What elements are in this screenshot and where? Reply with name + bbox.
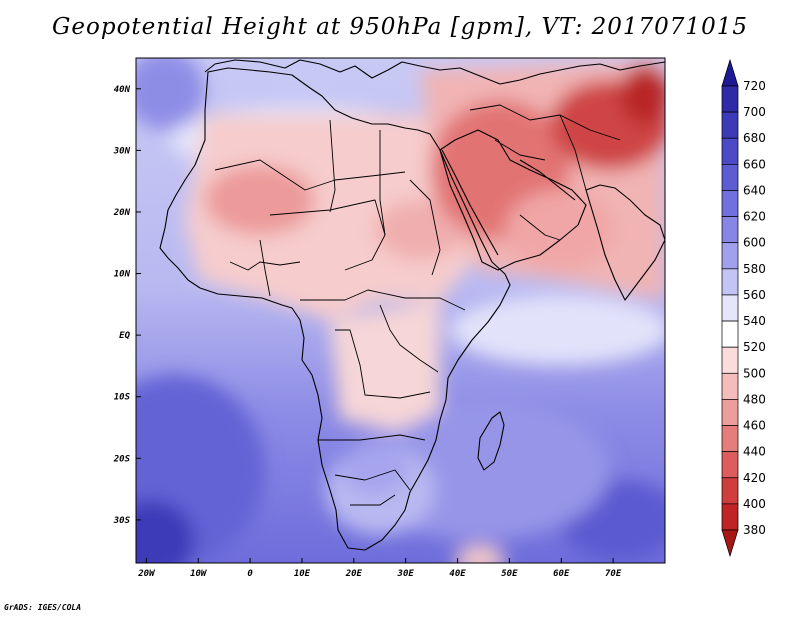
map-title: Geopotential Height at 950hPa [gpm], VT:… bbox=[52, 14, 748, 40]
lat-tick-label: 40N bbox=[114, 85, 131, 95]
colorbar-label: 560 bbox=[743, 288, 766, 302]
lat-tick-label: 20N bbox=[113, 208, 131, 218]
colorbar-label: 580 bbox=[743, 262, 766, 276]
colorbar-label: 600 bbox=[743, 236, 766, 250]
colorbar-swatch bbox=[721, 190, 739, 217]
lat-tick-label: 30S bbox=[113, 516, 131, 526]
lon-tick-label: 70E bbox=[605, 569, 622, 579]
colorbar-label: 640 bbox=[743, 183, 766, 197]
colorbar-swatch bbox=[721, 111, 739, 139]
lon-tick-label: 60E bbox=[553, 569, 570, 579]
colorbar-label: 500 bbox=[743, 366, 766, 380]
colorbar-label: 480 bbox=[743, 392, 766, 406]
colorbar-swatch bbox=[721, 320, 739, 348]
colorbar-swatch bbox=[721, 268, 739, 296]
colorbar-swatch bbox=[721, 425, 739, 452]
colorbar-swatch bbox=[721, 242, 739, 270]
colorbar-label: 520 bbox=[743, 340, 766, 354]
lat-tick-label: EQ bbox=[119, 331, 130, 341]
colorbar-label: 460 bbox=[743, 419, 766, 433]
colorbar-label: 420 bbox=[743, 471, 766, 485]
europe-coastline bbox=[204, 59, 665, 85]
colorbar-swatch bbox=[721, 346, 739, 374]
colorbar: 720 700 680 660 640 620 600 580 560 540 520 500 480 4… bbox=[721, 58, 766, 558]
lon-tick-label: 10W bbox=[190, 569, 208, 579]
colorbar-label: 440 bbox=[743, 445, 766, 459]
boundaries bbox=[159, 59, 665, 551]
map-frame bbox=[135, 57, 666, 564]
colorbar-swatch bbox=[721, 451, 739, 479]
latitude-axis: 40N 30N 20N 10N EQ 10S 20S 30S bbox=[113, 85, 141, 526]
colorbar-label: 700 bbox=[743, 105, 766, 119]
colorbar-label: 660 bbox=[743, 157, 766, 171]
colorbar-swatch bbox=[721, 477, 739, 505]
colorbar-label: 380 bbox=[743, 523, 766, 537]
lat-tick-label: 20S bbox=[113, 454, 131, 464]
lat-tick-label: 10S bbox=[114, 393, 131, 403]
colorbar-swatch bbox=[721, 372, 739, 400]
lon-tick-label: 30E bbox=[397, 569, 415, 579]
lat-tick-label: 10N bbox=[114, 270, 131, 280]
lon-tick-label: 0 bbox=[247, 569, 253, 579]
lon-tick-label: 20W bbox=[137, 569, 156, 579]
colorbar-label: 720 bbox=[743, 79, 766, 93]
arabia-coastline bbox=[439, 129, 587, 271]
persian-gulf-coastline bbox=[519, 159, 576, 201]
field-equatorial-belt bbox=[450, 295, 665, 365]
colorbar-label: 620 bbox=[743, 210, 766, 224]
colorbar-swatch bbox=[721, 294, 739, 322]
colorbar-swatch bbox=[721, 137, 739, 165]
lon-tick-label: 10E bbox=[294, 569, 311, 579]
lon-tick-label: 20E bbox=[345, 569, 363, 579]
red-sea-coastline bbox=[441, 149, 499, 256]
longitude-axis: 20W 10W 0 10E 20E 30E 40E 50E 60E 70E bbox=[137, 558, 622, 579]
height-field bbox=[136, 58, 665, 563]
africa-coastline bbox=[159, 67, 511, 551]
colorbar-label: 400 bbox=[743, 497, 766, 511]
grads-credit: GrADS: IGES/COLA bbox=[4, 603, 82, 612]
colorbar-swatch bbox=[721, 216, 739, 244]
colorbar-swatch bbox=[721, 85, 739, 113]
colorbar-label: 680 bbox=[743, 131, 766, 145]
lon-tick-label: 40E bbox=[449, 569, 466, 579]
lat-tick-label: 30N bbox=[113, 146, 131, 156]
colorbar-swatch bbox=[721, 503, 739, 531]
colorbar-top-arrow bbox=[721, 58, 739, 87]
colorbar-label: 540 bbox=[743, 314, 766, 328]
india-coastline bbox=[585, 184, 665, 301]
colorbar-bottom-arrow bbox=[721, 529, 739, 558]
madagascar-coastline bbox=[477, 411, 505, 471]
lon-tick-label: 50E bbox=[501, 569, 518, 579]
colorbar-swatch bbox=[721, 164, 739, 191]
colorbar-swatch bbox=[721, 399, 739, 426]
